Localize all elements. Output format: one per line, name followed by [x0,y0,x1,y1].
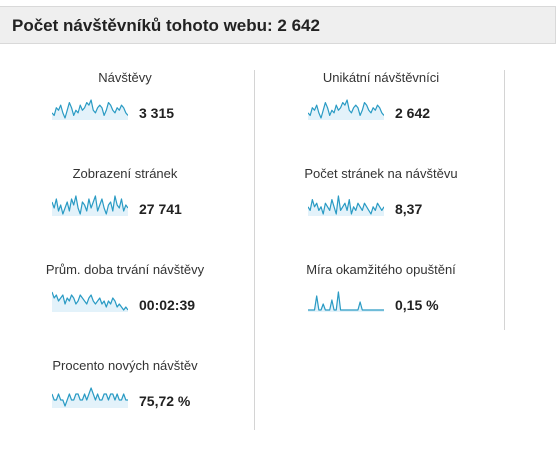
metric-value: 3 315 [139,105,175,121]
sparkline-area [308,196,384,216]
sparkline-chart [52,99,128,120]
metric-label: Počet stránek na návštěvu [304,166,458,181]
sparkline-chart [52,291,128,312]
sparkline-line [52,291,128,311]
metric-bounce-rate[interactable]: Míra okamžitého opuštění 0,15 % [256,262,506,354]
sparkline-line [308,99,384,119]
metric-unique-visitors[interactable]: Unikátní návštěvníci 2 642 [256,70,506,162]
sparkline-area [52,100,128,120]
metric-value: 8,37 [395,201,423,217]
metric-label: Prům. doba trvání návštěvy [45,262,205,277]
sparkline-chart [308,291,384,312]
metric-new-visits-percent[interactable]: Procento nových návštěv 75,72 % [0,358,250,450]
sparkline-chart [52,387,128,408]
page-title: Počet návštěvníků tohoto webu: 2 642 [12,16,320,35]
metric-value: 27 741 [139,201,182,217]
column-divider [254,70,255,430]
sparkline-line [52,387,128,407]
sparkline-area [308,100,384,120]
metric-pages-per-visit[interactable]: Počet stránek na návštěvu 8,37 [256,166,506,258]
sparkline-area [52,388,128,408]
metric-label: Zobrazení stránek [72,166,178,181]
metric-label: Návštěvy [98,70,152,85]
metric-avg-visit-duration[interactable]: Prům. doba trvání návštěvy 00:02:39 [0,262,250,354]
sparkline-line [52,99,128,119]
metric-label: Unikátní návštěvníci [322,70,440,85]
sparkline-chart [308,99,384,120]
sparkline-line [52,195,128,215]
metric-label: Procento nových návštěv [52,358,198,373]
sparkline-line [308,195,384,215]
sparkline-area [308,292,384,312]
sparkline-chart [52,195,128,216]
metric-pageviews[interactable]: Zobrazení stránek 27 741 [0,166,250,258]
metric-value: 00:02:39 [139,297,196,313]
metric-value: 75,72 % [139,393,191,409]
sparkline-line [308,291,384,311]
header-bar: Počet návštěvníků tohoto webu: 2 642 [0,6,556,44]
metric-value: 0,15 % [395,297,439,313]
metric-label: Míra okamžitého opuštění [306,262,456,277]
column-divider [504,70,505,330]
metric-visits[interactable]: Návštěvy 3 315 [0,70,250,162]
sparkline-chart [308,195,384,216]
metric-value: 2 642 [395,105,431,121]
